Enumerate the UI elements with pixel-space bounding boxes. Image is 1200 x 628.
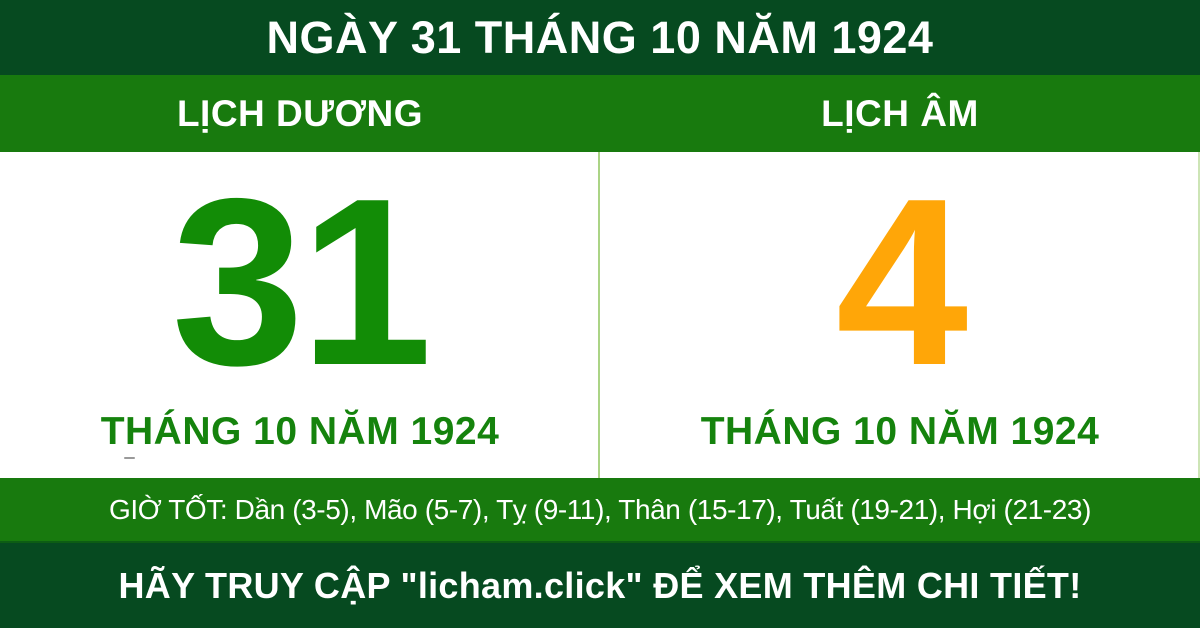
- lunar-month-year: THÁNG 10 NĂM 1924: [700, 409, 1100, 453]
- banner-header: NGÀY 31 THÁNG 10 NĂM 1924: [0, 0, 1200, 75]
- right-edge-line: [1198, 152, 1200, 478]
- good-hours-text: GIỜ TỐT: Dần (3-5), Mão (5-7), Tỵ (9-11)…: [108, 493, 1091, 525]
- footer-cta-text: HÃY TRUY CẬP "licham.click" ĐỂ XEM THÊM …: [118, 564, 1082, 606]
- solar-panel: 31 THÁNG 10 NĂM 1924: [0, 152, 600, 478]
- solar-month-year: THÁNG 10 NĂM 1924: [100, 409, 500, 453]
- lunar-calendar-heading: LỊCH ÂM: [821, 92, 979, 134]
- lunar-day-number: 4: [835, 150, 968, 416]
- solar-calendar-heading: LỊCH DƯƠNG: [176, 92, 424, 134]
- footer-bar: HÃY TRUY CẬP "licham.click" ĐỂ XEM THÊM …: [0, 543, 1200, 628]
- column-divider: [598, 152, 600, 478]
- lunar-panel: 4 THÁNG 10 NĂM 1924: [600, 152, 1200, 478]
- calendar-body: 31 THÁNG 10 NĂM 1924 4 THÁNG 10 NĂM 1924: [0, 152, 1200, 478]
- solar-day-number: 31: [171, 150, 433, 416]
- dash-artifact: [124, 457, 135, 459]
- calendar-type-band: LỊCH DƯƠNG LỊCH ÂM: [0, 75, 1200, 152]
- good-hours-bar: GIỜ TỐT: Dần (3-5), Mão (5-7), Tỵ (9-11)…: [0, 478, 1200, 543]
- date-title: NGÀY 31 THÁNG 10 NĂM 1924: [266, 11, 934, 63]
